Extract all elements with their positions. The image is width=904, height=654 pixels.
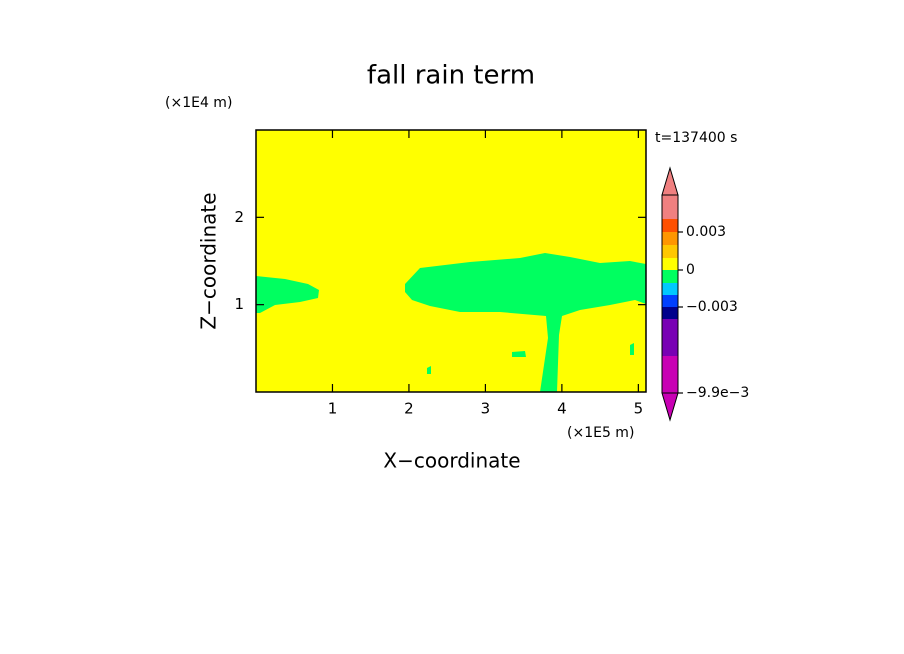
- x-tick-label: 4: [557, 400, 567, 418]
- colorbar-segment: [662, 295, 678, 307]
- x-tick-label: 2: [404, 400, 414, 418]
- colorbar-segment: [662, 258, 678, 270]
- colorbar-frame: [661, 194, 679, 394]
- colorbar-segment: [662, 195, 678, 219]
- colorbar-segment: [662, 307, 678, 319]
- time-annotation: t=137400 s: [655, 130, 737, 146]
- y-unit: (×1E4 m): [165, 95, 232, 111]
- colorbar-segment: [662, 283, 678, 295]
- colorbar-segment: [662, 356, 678, 393]
- colorbar-segment: [662, 232, 678, 245]
- colorbar-segment: [662, 319, 678, 356]
- plot-frame: [255, 129, 647, 393]
- colorbar-segment: [662, 270, 678, 283]
- y-tick-label: 2: [234, 208, 244, 226]
- colorbar-tick-label: −9.9e−3: [686, 385, 749, 401]
- chart-title: fall rain term: [367, 61, 535, 91]
- colorbar-extend: [661, 392, 679, 422]
- colorbar-tick-label: 0: [686, 262, 695, 278]
- colorbar-tick-label: −0.003: [686, 299, 738, 315]
- x-tick-label: 1: [328, 400, 338, 418]
- colorbar-extend: [661, 166, 679, 196]
- x-tick-label: 5: [634, 400, 644, 418]
- x-tick-label: 3: [481, 400, 491, 418]
- y-tick-label: 1: [234, 295, 244, 313]
- x-axis-label: X−coordinate: [383, 449, 520, 473]
- colorbar-tick-label: 0.003: [686, 224, 726, 240]
- x-unit: (×1E5 m): [567, 425, 634, 441]
- rain-region: [256, 253, 646, 392]
- y-axis-label: Z−coordinate: [197, 192, 221, 329]
- colorbar-segment: [662, 245, 678, 258]
- colorbar-segment: [662, 219, 678, 232]
